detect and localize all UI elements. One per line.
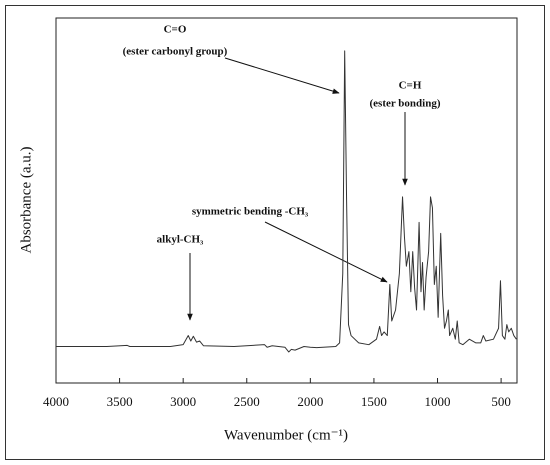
x-tick-label: 4000	[43, 394, 69, 409]
x-tick-label: 500	[491, 394, 511, 409]
x-tick-label: 1000	[425, 394, 451, 409]
frame	[5, 5, 545, 460]
annotation: (ester carbonyl group)	[123, 46, 228, 58]
spectrum-line	[56, 50, 517, 353]
x-tick-label: 3000	[170, 394, 196, 409]
annotation: C=O	[164, 24, 187, 36]
x-axis-label: Wavenumber (cm⁻¹)	[224, 427, 348, 443]
x-tick-label: 1500	[361, 394, 387, 409]
x-tick-label: 2000	[297, 394, 323, 409]
annotation: C=H	[399, 80, 422, 92]
y-axis-label: Absorbance (a.u.)	[18, 146, 34, 253]
plot-area	[55, 17, 518, 384]
arrow	[224, 57, 340, 94]
annotation: symmetric bending -CH₃	[192, 206, 309, 218]
x-tick-label: 3500	[107, 394, 133, 409]
x-tick-label: 2500	[234, 394, 260, 409]
annotation: (ester bonding)	[370, 98, 441, 110]
annotation: alkyl-CH₃	[157, 234, 204, 246]
arrow	[264, 221, 388, 283]
